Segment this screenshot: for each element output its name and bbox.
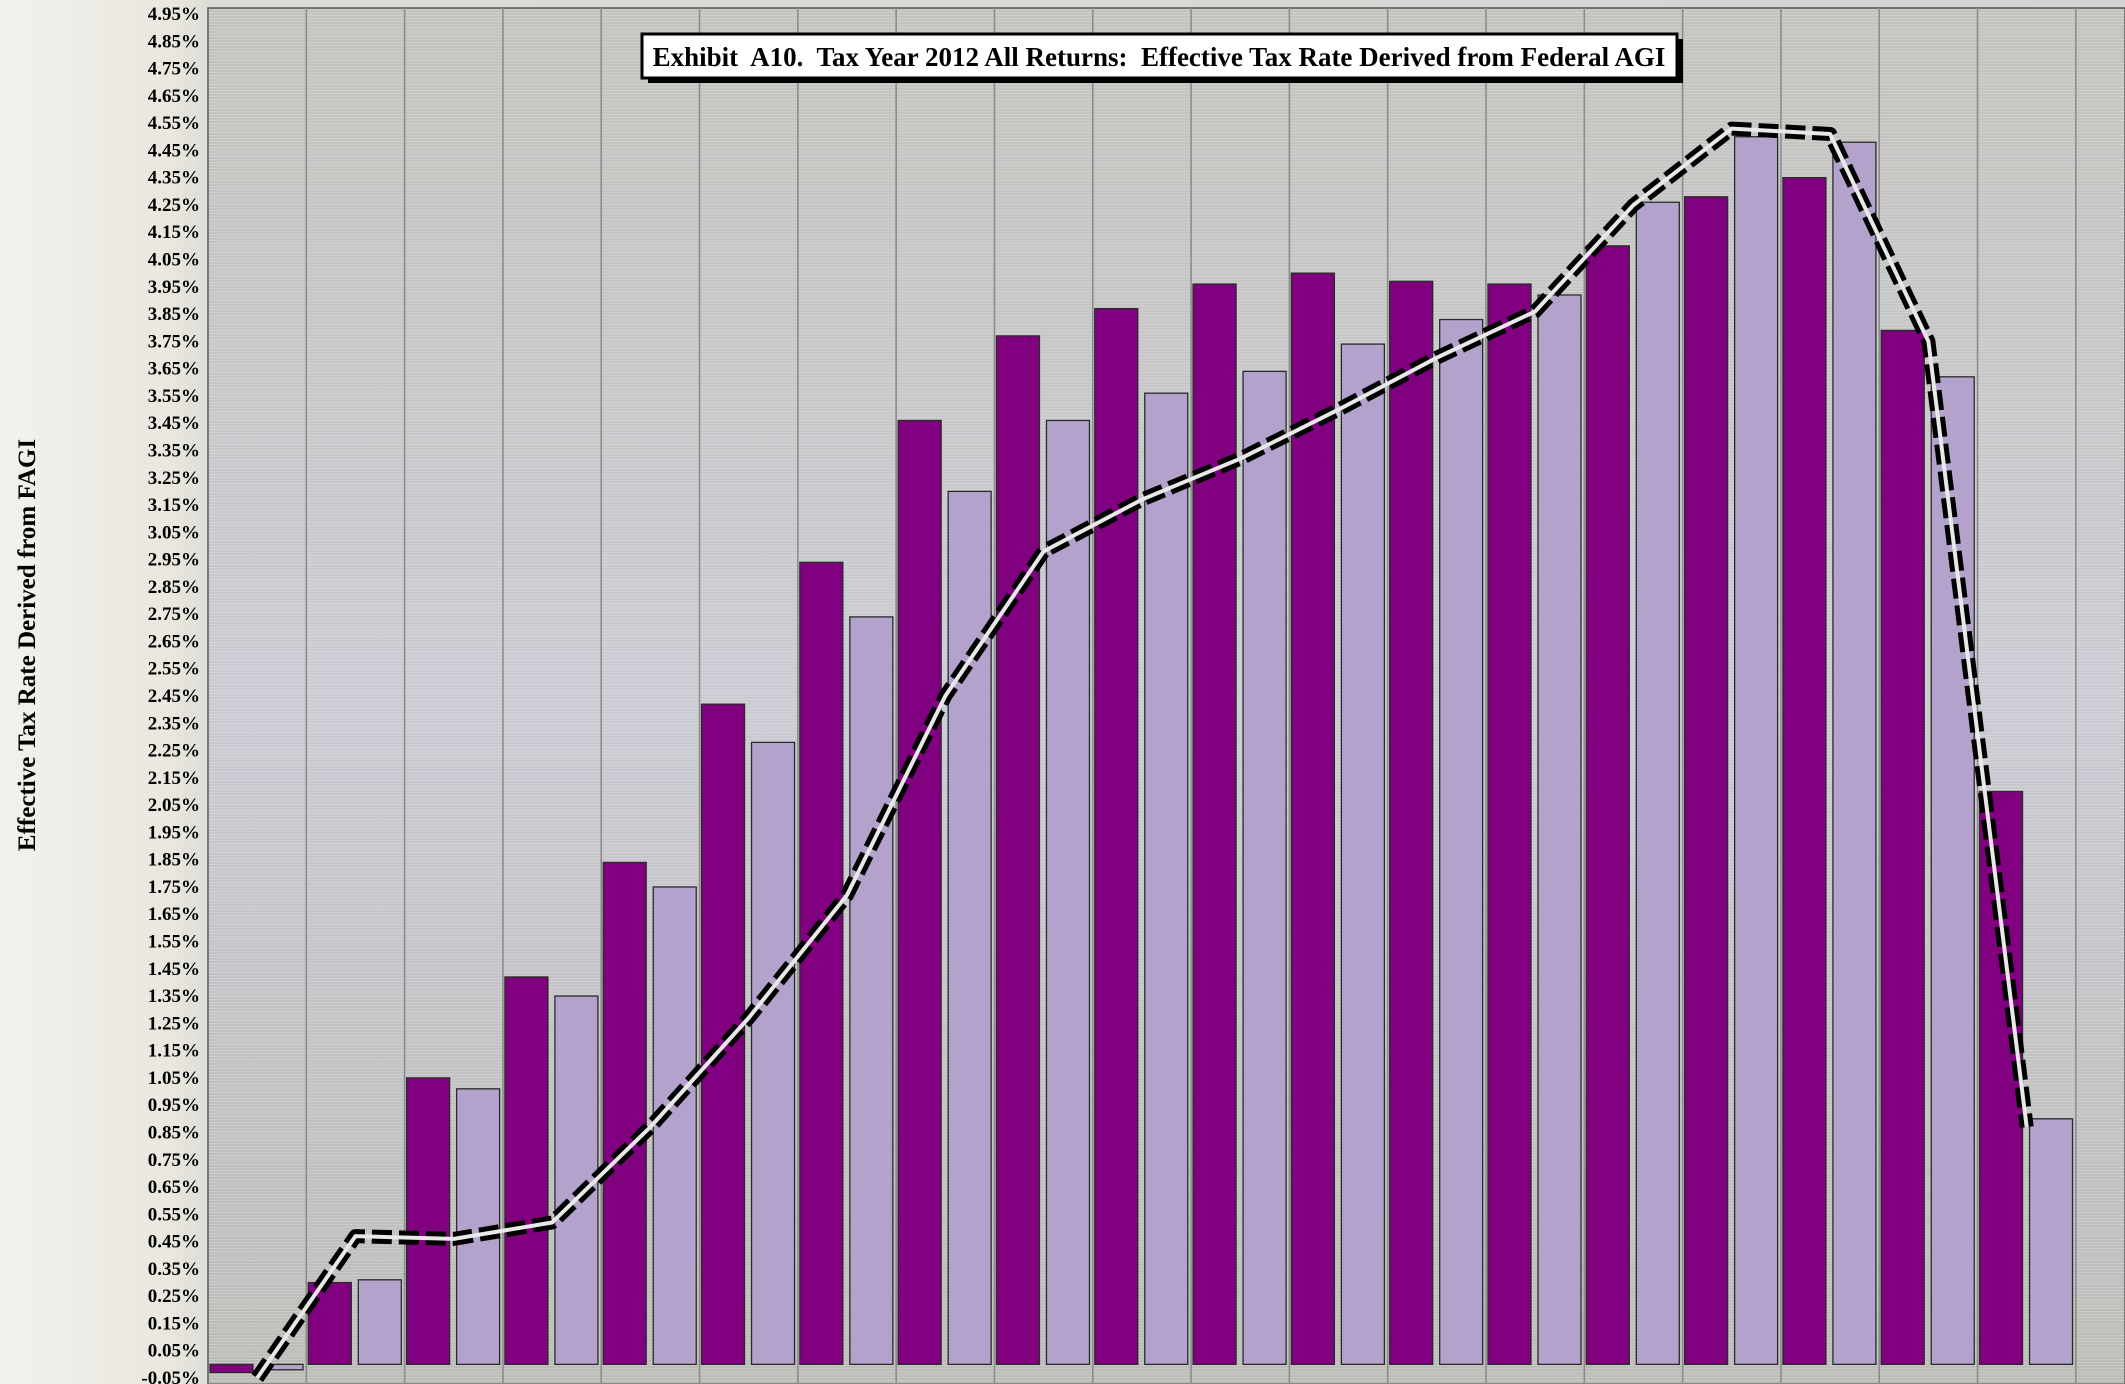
y-tick-label: 4.75%: [148, 59, 200, 80]
bar-series1: [1094, 307, 1139, 1366]
y-tick-label: 3.35%: [148, 440, 200, 461]
bar-series1: [995, 335, 1041, 1366]
bar-series2: [1733, 136, 1779, 1366]
y-tick-label: 3.75%: [148, 331, 200, 352]
chart-title-box: Exhibit A10. Tax Year 2012 All Returns: …: [640, 32, 1683, 83]
y-axis-label: Effective Tax Rate Derived from FAGI: [14, 439, 41, 851]
trend-line: [251, 121, 2034, 1382]
y-tick-label: 2.15%: [148, 768, 200, 789]
trend-line-core: [255, 126, 2029, 1380]
y-tick-label: 2.35%: [148, 713, 200, 734]
bar-series2: [1537, 294, 1582, 1366]
y-tick-label: 0.35%: [148, 1259, 200, 1280]
y-tick-label: 0.65%: [148, 1177, 200, 1198]
y-tick-label: 2.25%: [148, 741, 200, 762]
y-tick-label: 4.95%: [148, 4, 200, 25]
bar-series1: [209, 1363, 254, 1374]
y-tick-label: 1.75%: [148, 877, 200, 898]
y-tick-label: 0.05%: [148, 1341, 200, 1362]
bar-series1: [1683, 196, 1729, 1366]
y-tick-label: 0.75%: [148, 1150, 200, 1171]
chart-title: Exhibit A10. Tax Year 2012 All Returns: …: [653, 42, 1666, 72]
y-tick-label: 0.15%: [148, 1313, 200, 1334]
y-tick-label: -0.05%: [141, 1368, 200, 1384]
y-tick-label: 2.95%: [148, 550, 200, 571]
y-tick-label: 2.45%: [148, 686, 200, 707]
bar-series2: [1340, 343, 1386, 1366]
bar-series1: [897, 419, 942, 1366]
bar-series2: [947, 490, 992, 1366]
bar-series1: [1782, 177, 1827, 1366]
bar-series2: [554, 995, 599, 1366]
y-tick-label: 2.05%: [148, 795, 200, 816]
y-tick-label: 1.55%: [148, 932, 200, 953]
bar-series1: [405, 1077, 451, 1366]
y-tick-label: 4.35%: [148, 168, 200, 189]
y-tick-label: 4.05%: [148, 250, 200, 271]
y-tick-label: 4.45%: [148, 140, 200, 161]
y-tick-label: 4.25%: [148, 195, 200, 216]
y-tick-label: 0.85%: [148, 1122, 200, 1143]
y-tick-label: 3.45%: [148, 413, 200, 434]
bar-series1: [1192, 283, 1237, 1366]
y-tick-label: 2.65%: [148, 631, 200, 652]
bar-series1: [1290, 272, 1336, 1366]
y-tick-label: 3.15%: [148, 495, 200, 516]
y-tick-label: 0.95%: [148, 1095, 200, 1116]
y-tick-label: 2.55%: [148, 659, 200, 680]
y-tick-label: 3.55%: [148, 386, 200, 407]
bar-series2: [1635, 201, 1680, 1366]
title-box: [640, 32, 1679, 80]
bar-series2: [849, 616, 894, 1366]
bar-series2: [2028, 1118, 2074, 1366]
y-tick-label: 3.05%: [148, 522, 200, 543]
y-tick-label: 1.65%: [148, 904, 200, 925]
y-tick-label: 4.65%: [148, 86, 200, 107]
y-tick-label: 1.95%: [148, 822, 200, 843]
bar-series2: [750, 741, 796, 1366]
y-tick-label: 1.05%: [148, 1068, 200, 1089]
y-tick-label: 2.75%: [148, 604, 200, 625]
bar-series1: [1880, 329, 1925, 1366]
y-tick-label: 3.85%: [148, 304, 200, 325]
bar-series1: [1389, 280, 1434, 1366]
bar-series2: [1439, 318, 1484, 1366]
y-tick-label: 0.45%: [148, 1232, 200, 1253]
bar-series2: [1045, 419, 1091, 1366]
y-tick-label: 1.45%: [148, 959, 200, 980]
bar-series1: [1487, 283, 1532, 1366]
y-tick-label: 3.25%: [148, 468, 200, 489]
bar-series1: [1585, 245, 1630, 1366]
y-tick-label: 4.55%: [148, 113, 200, 134]
y-axis-tick-labels: 4.95% 4.85% 4.75% 4.65% 4.55% 4.45% 4.35% 4.25%…: [141, 4, 200, 1384]
y-tick-label: 2.85%: [148, 577, 200, 598]
bar-series1: [602, 861, 647, 1366]
bar-series2: [1242, 370, 1287, 1366]
y-tick-label: 4.15%: [148, 222, 200, 243]
bar-series1: [504, 976, 549, 1366]
bar-series1: [799, 561, 844, 1366]
bar-series2: [357, 1279, 402, 1366]
y-tick-label: 3.65%: [148, 359, 200, 380]
y-tick-label: 0.25%: [148, 1286, 200, 1307]
bar-series2: [1832, 141, 1877, 1366]
y-tick-label: 3.95%: [148, 277, 200, 298]
y-tick-label: 0.55%: [148, 1204, 200, 1225]
y-tick-label: 1.15%: [148, 1041, 200, 1062]
y-tick-label: 1.25%: [148, 1013, 200, 1034]
y-tick-label: 1.85%: [148, 850, 200, 871]
y-tick-label: 1.35%: [148, 986, 200, 1007]
y-tick-label: 4.85%: [148, 31, 200, 52]
bar-series2: [1144, 392, 1189, 1366]
